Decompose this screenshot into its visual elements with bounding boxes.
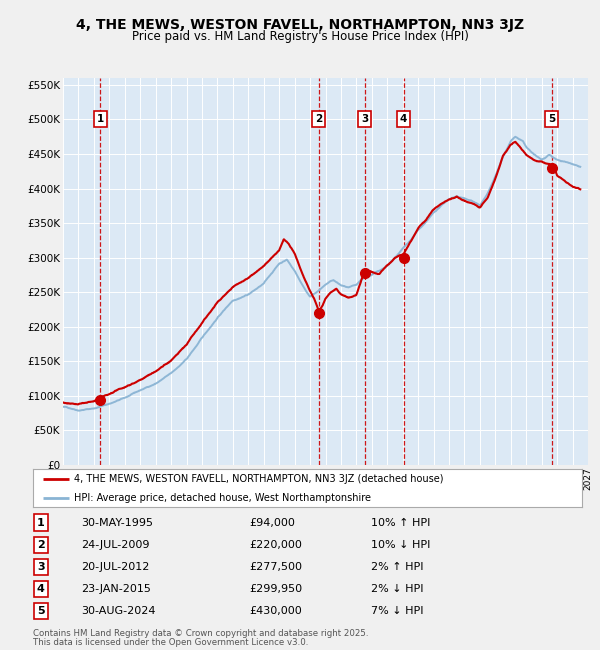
Text: 23-JAN-2015: 23-JAN-2015 — [81, 584, 151, 594]
Text: 3: 3 — [361, 114, 368, 124]
Text: 5: 5 — [37, 606, 44, 616]
Text: 10% ↓ HPI: 10% ↓ HPI — [371, 540, 430, 550]
Text: 2% ↓ HPI: 2% ↓ HPI — [371, 584, 424, 594]
Text: £430,000: £430,000 — [249, 606, 302, 616]
Text: 7% ↓ HPI: 7% ↓ HPI — [371, 606, 424, 616]
Text: 4: 4 — [37, 584, 45, 594]
Text: 24-JUL-2009: 24-JUL-2009 — [81, 540, 149, 550]
Text: HPI: Average price, detached house, West Northamptonshire: HPI: Average price, detached house, West… — [74, 493, 371, 502]
Text: 5: 5 — [548, 114, 556, 124]
Text: 1: 1 — [37, 517, 44, 528]
Text: 3: 3 — [37, 562, 44, 572]
Text: 2: 2 — [37, 540, 44, 550]
Text: 2% ↑ HPI: 2% ↑ HPI — [371, 562, 424, 572]
Text: 2: 2 — [315, 114, 322, 124]
Text: 4: 4 — [400, 114, 407, 124]
Text: Contains HM Land Registry data © Crown copyright and database right 2025.: Contains HM Land Registry data © Crown c… — [33, 629, 368, 638]
Text: 20-JUL-2012: 20-JUL-2012 — [81, 562, 149, 572]
Text: £277,500: £277,500 — [249, 562, 302, 572]
Text: 30-MAY-1995: 30-MAY-1995 — [81, 517, 153, 528]
Text: This data is licensed under the Open Government Licence v3.0.: This data is licensed under the Open Gov… — [33, 638, 308, 647]
Text: 1: 1 — [97, 114, 104, 124]
Text: 10% ↑ HPI: 10% ↑ HPI — [371, 517, 430, 528]
Text: Price paid vs. HM Land Registry's House Price Index (HPI): Price paid vs. HM Land Registry's House … — [131, 30, 469, 43]
Text: 30-AUG-2024: 30-AUG-2024 — [81, 606, 155, 616]
Text: £220,000: £220,000 — [249, 540, 302, 550]
Text: £299,950: £299,950 — [249, 584, 302, 594]
Text: £94,000: £94,000 — [249, 517, 295, 528]
Text: 4, THE MEWS, WESTON FAVELL, NORTHAMPTON, NN3 3JZ (detached house): 4, THE MEWS, WESTON FAVELL, NORTHAMPTON,… — [74, 474, 443, 484]
Text: 4, THE MEWS, WESTON FAVELL, NORTHAMPTON, NN3 3JZ: 4, THE MEWS, WESTON FAVELL, NORTHAMPTON,… — [76, 18, 524, 32]
